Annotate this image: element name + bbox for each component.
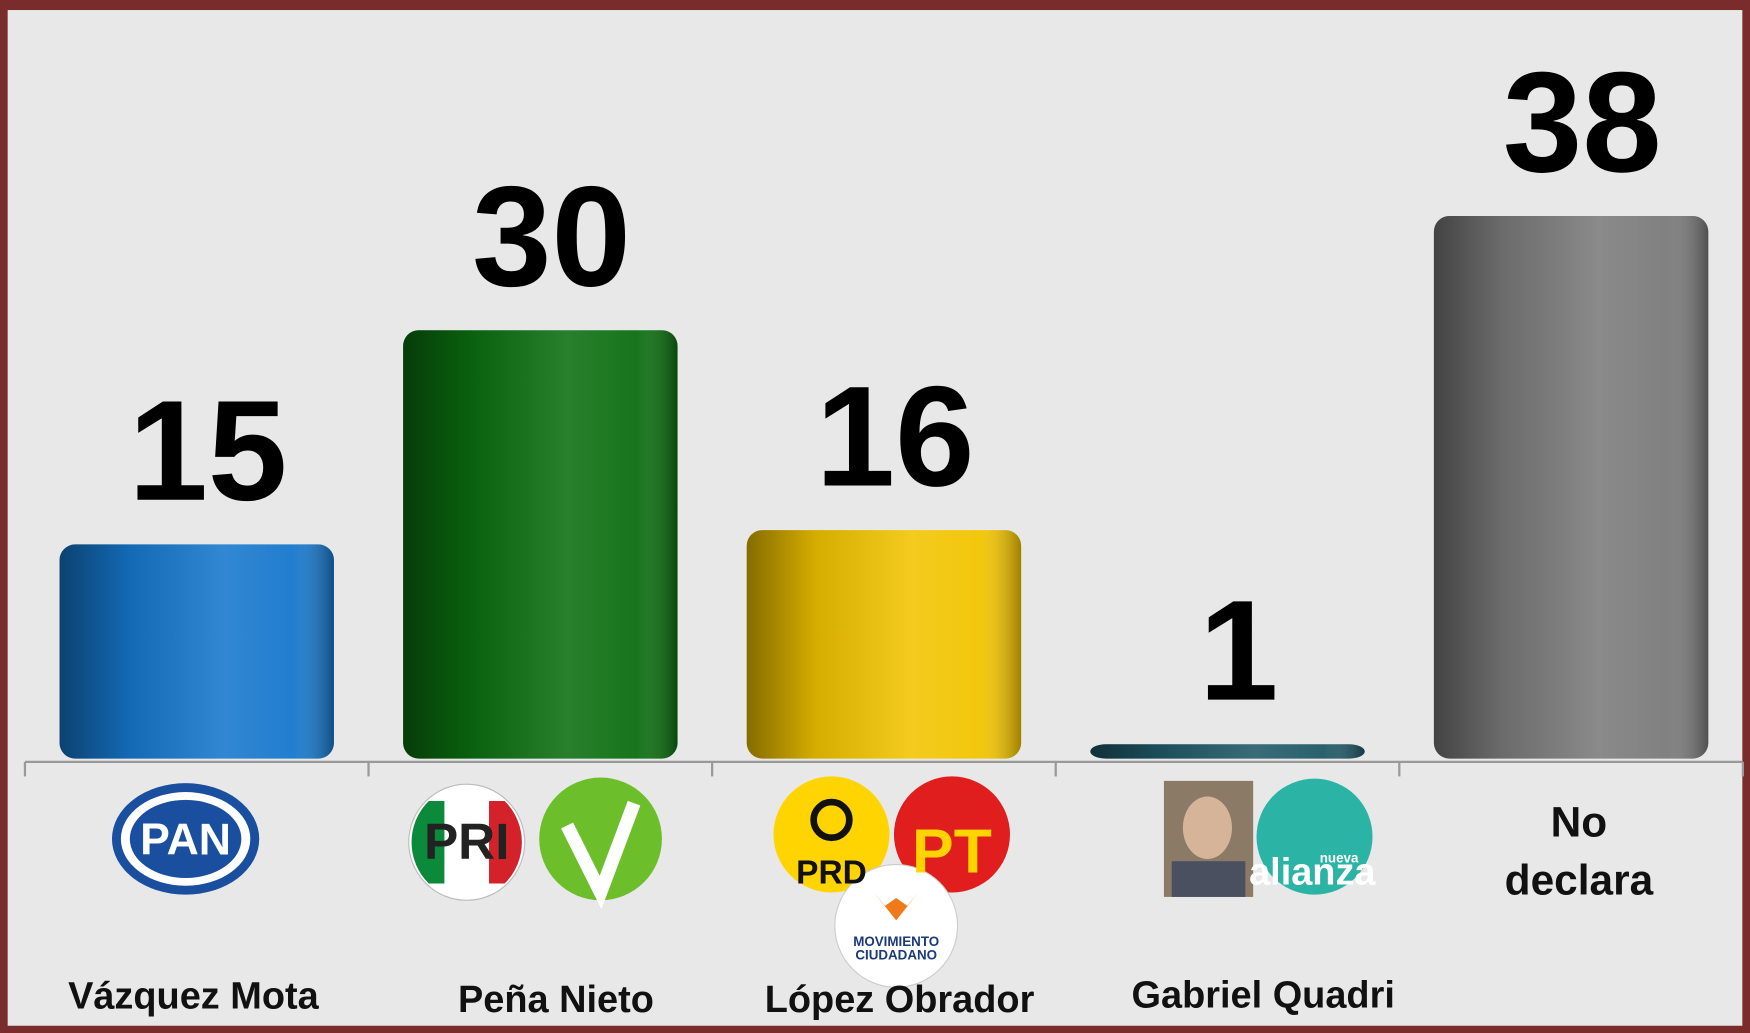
logo-text: PT — [912, 816, 992, 886]
alianza-logo — [1256, 778, 1373, 895]
value-label: 15 — [128, 372, 287, 531]
pri-green — [411, 800, 445, 884]
quadri-suit — [1171, 861, 1246, 897]
plot: 15 Vázquez Mota 30 Peña Nieto 16 López Obrado… — [59, 43, 1709, 1021]
mc-eagle — [873, 892, 919, 921]
logo-text: alianza — [1249, 852, 1376, 894]
axis-ticks — [23, 761, 1745, 777]
pri-red — [489, 800, 522, 884]
bar-shade — [59, 544, 334, 759]
x-tick-label-box: No declara — [1504, 799, 1654, 905]
x-tick-label: Peña Nieto — [458, 979, 654, 1021]
x-tick-label: Gabriel Quadri — [1132, 974, 1395, 1016]
logo-text: PAN — [140, 816, 231, 865]
prd-sun — [810, 798, 853, 842]
mc-logo — [834, 863, 959, 988]
x-tick-label: Vázquez Mota — [68, 975, 320, 1017]
bar-shade — [1090, 744, 1365, 759]
frame-top — [0, 0, 1750, 11]
bar-shade — [403, 330, 678, 759]
value-label: 1 — [1199, 572, 1278, 731]
logo-text: CIUDADANO — [855, 947, 937, 962]
logo-text: PRI — [424, 813, 510, 870]
pan-logo-core — [129, 799, 242, 878]
logo-text: PRD — [796, 855, 867, 892]
value-label: 16 — [816, 357, 975, 516]
x-tick-label: No declara — [1504, 799, 1654, 905]
x-tick-label: López Obrador — [765, 979, 1035, 1021]
bar-shade — [746, 530, 1022, 759]
bar-shade — [1433, 215, 1709, 759]
logo-text: nueva — [1320, 850, 1359, 865]
logo-text: MOVIMIENTO — [853, 934, 939, 949]
value-label: 30 — [472, 158, 631, 317]
value-label: 38 — [1503, 43, 1662, 202]
pvem-mark — [561, 800, 641, 910]
pt-logo — [893, 776, 1010, 893]
quadri-face — [1182, 796, 1232, 859]
